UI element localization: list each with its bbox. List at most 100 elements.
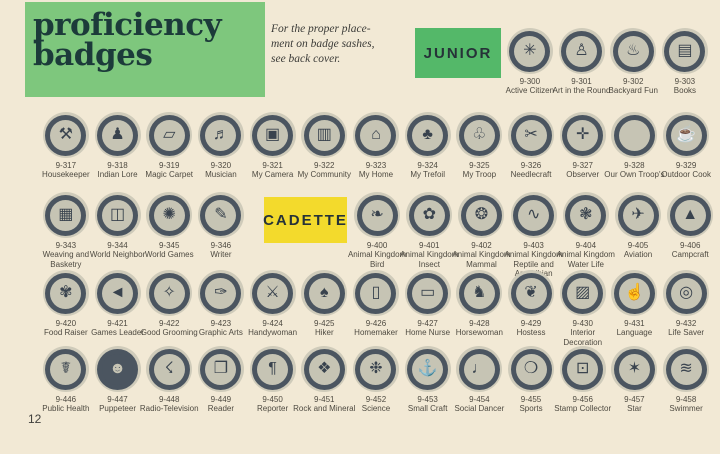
badge-9-447: ☻ 9-447 Puppeteer (92, 346, 144, 414)
badge-name: Animal Kingdom Water Life (556, 250, 615, 269)
badge-name: Books (673, 86, 697, 96)
badge-caption: 9-420 Food Raiser (34, 319, 98, 338)
badge-name: Small Craft (407, 404, 448, 414)
badge-name: My Trefoil (410, 170, 445, 180)
badge-name: Graphic Arts (198, 328, 243, 338)
badge-caption: 9-401 Animal Kingdom Insect (397, 241, 461, 269)
carpet-icon: ▱ (146, 112, 193, 158)
badge-caption: 9-431 Language (602, 319, 666, 338)
sports-gear-icon: ❍ (523, 360, 539, 377)
badge-code: 9-450 (262, 395, 283, 404)
badge-code: 9-323 (365, 161, 387, 170)
badge-caption: 9-457 Star (602, 395, 666, 414)
cadette-badge-row-3: ☤ 9-446 Public Health ☻ 9-447 Puppeteer ☇ 9-448… (40, 346, 712, 414)
stars-icon: ✶ (627, 360, 642, 377)
sewing-icon: ✂ (524, 126, 538, 143)
badge-9-326: ✂ 9-326 Needlecraft (505, 112, 557, 180)
badge-9-400: ❧ 9-400 Animal Kingdom Bird (348, 192, 406, 279)
badge-caption: 9-448 Radio-Television (137, 395, 201, 414)
badge-code: 9-451 (314, 395, 335, 404)
badge-9-300: ✳ 9-300 Active Citizen (504, 28, 556, 96)
paintbrush-wallpaper-icon: ▨ (575, 284, 591, 301)
badge-caption: 9-421 Games Leader (86, 319, 150, 338)
horse-icon: ♞ (472, 284, 487, 301)
badge-caption: 9-404 Animal Kingdom Water Life (554, 241, 618, 269)
badge-code: 9-303 (674, 77, 696, 86)
insect-plant-icon: ✿ (422, 206, 436, 223)
badge-code: 9-325 (469, 161, 490, 170)
doorway-icon: ▯ (371, 284, 381, 301)
badge-9-428: ♞ 9-428 Horsewoman (454, 270, 506, 347)
badge-name: Writer (210, 250, 232, 260)
page-title: proficiency badges (33, 9, 265, 70)
trefoil-icon: ♣ (404, 112, 451, 158)
badge-code: 9-327 (572, 161, 593, 170)
badge-code: 9-455 (520, 395, 542, 404)
badge-caption: 9-319 Magic Carpet (137, 161, 201, 180)
badge-caption: 9-425 Hiker (292, 319, 356, 338)
badge-9-427: ▭ 9-427 Home Nurse (402, 270, 454, 347)
badge-code: 9-404 (575, 241, 597, 250)
badge-code: 9-458 (675, 395, 697, 404)
megaphone-icon: ◄ (109, 284, 126, 301)
badge-9-323: ⌂ 9-323 My Home (350, 112, 402, 180)
badge-9-426: ▯ 9-426 Homemaker (350, 270, 402, 347)
placement-note-line-2: ment on badge sashes, (271, 37, 375, 50)
page-title-block: proficiency badges (25, 2, 265, 97)
world-building-icon: ◫ (109, 206, 126, 223)
badge-name: Hostess (516, 328, 546, 338)
badge-code: 9-420 (55, 319, 77, 328)
badge-caption: 9-329 Outdoor Cook (654, 161, 718, 180)
badge-name: My Community (297, 170, 351, 180)
pack-basket-icon: ▲ (682, 206, 699, 223)
badge-code: 9-426 (365, 319, 387, 328)
lizard-icon: ∿ (526, 206, 541, 223)
badge-name: Backyard Fun (608, 86, 658, 96)
badge-name: Home Nurse (405, 328, 451, 338)
badge-caption: 9-422 Good Grooming (137, 319, 201, 338)
badge-name: Food Raiser (44, 328, 88, 338)
badge-9-344: ◫ 9-344 World Neighbor (90, 192, 145, 269)
badge-name: My Troop (462, 170, 497, 180)
carpet-icon: ▱ (163, 126, 176, 143)
anchor-icon: ⚓ (417, 360, 438, 377)
badge-9-430: ▨ 9-430 Interior Decoration (557, 270, 609, 347)
badge-caption: 9-406 Campcraft (658, 241, 720, 260)
community-building-icon: ▥ (316, 126, 332, 143)
badge-code: 9-421 (107, 319, 128, 328)
badge-caption: 9-302 Backyard Fun (601, 77, 665, 96)
badge-caption: 9-324 My Trefoil (396, 161, 460, 180)
badge-code: 9-427 (417, 319, 438, 328)
placement-note-line-3: see back cover. (271, 52, 341, 65)
music-clef-icon: ♬ (212, 126, 229, 143)
badge-code: 9-343 (55, 241, 77, 250)
statue-icon: ♙ (558, 28, 605, 74)
badge-9-405: ✈ 9-405 Aviation (612, 192, 664, 279)
badge-name: Public Health (42, 404, 90, 414)
doorway-icon: ▯ (352, 270, 399, 316)
badge-caption: 9-429 Hostess (499, 319, 563, 338)
badge-name: Games Leader (91, 328, 144, 338)
junior-section-label: JUNIOR (415, 28, 501, 78)
badge-caption: 9-454 Social Dancer (447, 395, 511, 414)
badge-caption: 9-456 Stamp Collector (551, 395, 615, 414)
badge-caption: 9-428 Horsewoman (447, 319, 511, 338)
cooking-pot-icon: ☕ (663, 112, 710, 158)
shell-icon: ❃ (562, 192, 609, 238)
badge-9-319: ▱ 9-319 Magic Carpet (143, 112, 195, 180)
badge-name: Swimmer (669, 404, 703, 414)
badge-name: Science (361, 404, 391, 414)
music-clef-icon: ♬ (197, 112, 244, 158)
runners-icon: ✺ (146, 192, 193, 238)
badge-caption: 9-427 Home Nurse (396, 319, 460, 338)
badge-code: 9-453 (417, 395, 438, 404)
badge-name: Campcraft (671, 250, 709, 260)
pack-basket-icon: ▲ (667, 192, 714, 238)
badge-code: 9-430 (572, 319, 593, 328)
badge-name: Observer (566, 170, 600, 180)
badge-name: My Camera (251, 170, 294, 180)
badge-9-327: ✛ 9-327 Observer (557, 112, 609, 180)
badge-9-424: ⚔ 9-424 Handywoman (247, 270, 299, 347)
badge-code: 9-324 (417, 161, 438, 170)
garden-icon: ✾ (42, 270, 89, 316)
